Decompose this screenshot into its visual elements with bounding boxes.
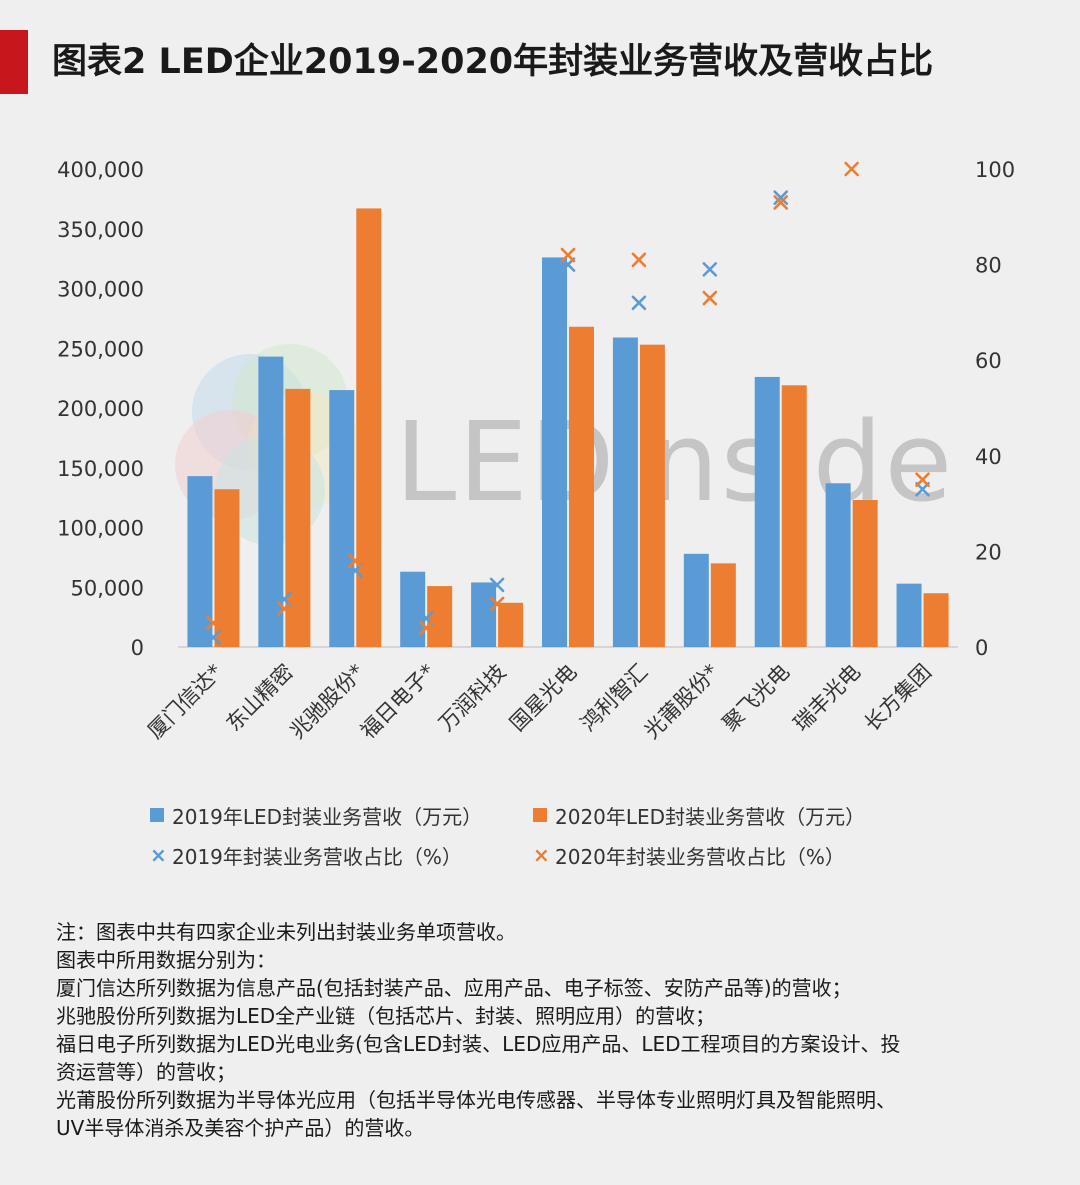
legend-item-pct2020: × 2020年封装业务营收占比（%） [533, 841, 845, 870]
bars [187, 208, 949, 647]
bar [400, 571, 426, 647]
left-tick-label: 0 [131, 636, 144, 660]
bar-chart: LEDinside 050,000100,000150,000200,00025… [57, 158, 1015, 744]
bar [781, 385, 807, 647]
legend-x-marker-blue-icon: × [150, 843, 167, 867]
bar [285, 388, 311, 647]
pct-markers [206, 161, 930, 645]
pct-marker [915, 472, 930, 487]
left-tick-label: 350,000 [57, 218, 144, 242]
category-label: 国星光电 [505, 660, 581, 736]
title-accent-bar [0, 30, 28, 94]
legend-label: 2019年LED封装业务营收（万元） [172, 804, 483, 829]
pct-marker [702, 290, 718, 306]
legend-label: 2019年封装业务营收占比（%） [172, 844, 462, 869]
category-label: 聚飞光电 [718, 660, 794, 736]
pct-marker [773, 195, 789, 210]
note-line: 光莆股份所列数据为半导体光应用（包括半导体光电传感器、半导体专业照明灯具及智能照… [56, 1088, 896, 1112]
legend-row: × 2019年封装业务营收占比（%） × 2020年封装业务营收占比（%） [150, 835, 950, 875]
note-line: 资运营等）的营收； [56, 1060, 236, 1084]
legend-item-bar2019: 2019年LED封装业务营收（万元） [150, 801, 533, 830]
pct-marker [631, 252, 647, 268]
bar [754, 376, 780, 647]
pct-marker [773, 190, 789, 205]
category-label: 厦门信达* [143, 660, 227, 744]
bar [612, 337, 638, 647]
left-tick-label: 400,000 [57, 158, 144, 182]
category-label: 兆驰股份* [285, 660, 369, 744]
legend-item-pct2019: × 2019年封装业务营收占比（%） [150, 841, 533, 870]
bar [825, 483, 851, 647]
note-line: 图表中所用数据分别为： [56, 948, 276, 972]
bar [710, 563, 736, 647]
bar [214, 489, 240, 647]
bar [852, 500, 878, 647]
notes: 注：图表中共有四家企业未列出封装业务单项营收。 图表中所用数据分别为： 厦门信达… [56, 918, 1056, 1142]
note-line: 厦门信达所列数据为信息产品(包括封装产品、应用产品、电子标签、安防产品等)的营收… [56, 976, 852, 1000]
category-label: 长方集团 [860, 660, 936, 736]
bar [258, 356, 284, 647]
bar [187, 476, 213, 647]
category-label: 福日电子* [356, 660, 440, 744]
left-tick-label: 50,000 [71, 576, 144, 600]
bar [896, 583, 922, 647]
legend-swatch-orange [533, 808, 547, 822]
pct-marker [347, 553, 363, 569]
pct-marker [702, 262, 718, 277]
bar [683, 553, 709, 647]
pct-marker [631, 295, 647, 311]
bar [356, 208, 382, 647]
bar [639, 344, 665, 647]
legend-label: 2020年LED封装业务营收（万元） [555, 804, 866, 829]
right-axis: 0 20 40 60 80 100 [975, 158, 1015, 660]
legend-row: 2019年LED封装业务营收（万元） 2020年LED封装业务营收（万元） [150, 795, 950, 835]
pct-marker [206, 630, 221, 645]
note-line: 注：图表中共有四家企业未列出封装业务单项营收。 [56, 920, 516, 944]
pct-marker [489, 577, 505, 593]
pct-marker [560, 247, 576, 263]
bar [471, 582, 497, 647]
bar [542, 257, 567, 647]
pct-marker [844, 161, 859, 177]
legend-item-bar2020: 2020年LED封装业务营收（万元） [533, 801, 865, 830]
bar [923, 593, 949, 647]
left-axis: 0 50,000 100,000 150,000 200,000 250,000 300,0… [57, 158, 144, 660]
left-tick-label: 200,000 [57, 397, 144, 421]
pct-marker [277, 601, 292, 617]
legend-swatch-blue [150, 808, 164, 822]
left-tick-label: 100,000 [57, 517, 144, 541]
right-tick-label: 0 [975, 636, 988, 660]
note-line: UV半导体消杀及美容个护产品）的营收。 [56, 1116, 425, 1140]
left-tick-label: 250,000 [57, 337, 144, 361]
category-labels: 厦门信达*东山精密兆驰股份*福日电子*万润科技国星光电鸿利智汇光莆股份*聚飞光电… [143, 660, 936, 744]
category-label: 光莆股份* [640, 660, 724, 744]
right-tick-label: 40 [975, 445, 1002, 469]
bar [569, 326, 594, 647]
legend-label: 2020年封装业务营收占比（%） [555, 844, 845, 869]
category-label: 瑞丰光电 [789, 660, 865, 736]
right-tick-label: 60 [975, 349, 1002, 373]
legend: 2019年LED封装业务营收（万元） 2020年LED封装业务营收（万元） × … [150, 795, 950, 875]
bar [427, 586, 453, 647]
right-tick-label: 20 [975, 540, 1002, 564]
bar [329, 390, 355, 647]
legend-x-marker-orange-icon: × [533, 843, 550, 867]
pct-marker [206, 615, 221, 631]
note-line: 兆驰股份所列数据为LED全产业链（包括芯片、封装、照明应用）的营收； [56, 1004, 716, 1028]
left-tick-label: 150,000 [57, 457, 144, 481]
note-line: 福日电子所列数据为LED光电业务(包含LED封装、LED应用产品、LED工程项目… [56, 1032, 901, 1056]
pct-marker [489, 596, 505, 612]
left-tick-label: 300,000 [57, 278, 144, 302]
right-tick-label: 100 [975, 158, 1015, 182]
chart-title: 图表2 LED企业2019-2020年封装业务营收及营收占比 [52, 42, 934, 82]
category-label: 万润科技 [434, 660, 510, 736]
pct-marker [418, 620, 434, 636]
right-tick-label: 80 [975, 254, 1002, 278]
